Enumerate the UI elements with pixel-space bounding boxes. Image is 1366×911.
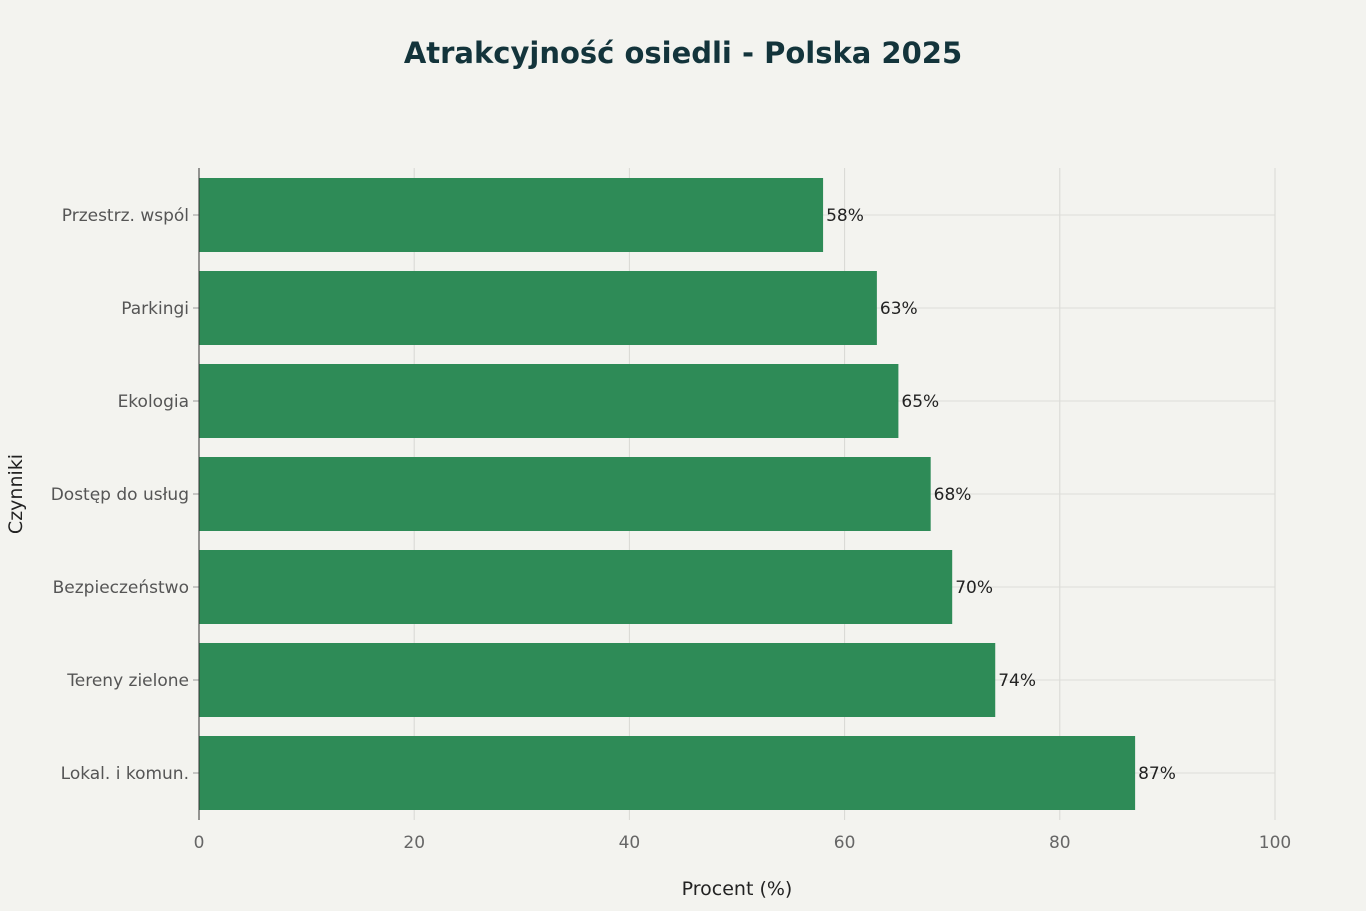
data-label: 74% bbox=[998, 671, 1036, 691]
y-tick-label: Parkingi bbox=[121, 299, 189, 319]
x-tick-label: 60 bbox=[834, 833, 856, 853]
data-label: 58% bbox=[826, 206, 864, 226]
y-tick-label: Lokal. i komun. bbox=[61, 764, 189, 784]
bar bbox=[199, 550, 953, 624]
data-label: 87% bbox=[1138, 764, 1176, 784]
bar bbox=[199, 457, 931, 531]
y-tick-label: Dostęp do usług bbox=[51, 485, 189, 505]
x-tick-label: 100 bbox=[1259, 833, 1291, 853]
x-tick-label: 0 bbox=[194, 833, 205, 853]
y-tick-label: Ekologia bbox=[118, 392, 189, 412]
data-label: 63% bbox=[880, 299, 918, 319]
x-tick-label: 80 bbox=[1049, 833, 1071, 853]
chart-title: Atrakcyjność osiedli - Polska 2025 bbox=[403, 36, 963, 70]
bar bbox=[199, 271, 877, 345]
data-label: 65% bbox=[901, 392, 939, 412]
bar bbox=[199, 178, 824, 252]
x-tick-label: 20 bbox=[403, 833, 425, 853]
bar bbox=[199, 736, 1136, 810]
x-tick-label: 40 bbox=[619, 833, 641, 853]
y-tick-label: Tereny zielone bbox=[66, 671, 189, 691]
data-label: 70% bbox=[955, 578, 993, 598]
y-tick-label: Bezpieczeństwo bbox=[53, 578, 189, 598]
y-tick-label: Przestrz. wspól bbox=[62, 206, 189, 226]
y-axis-title: Czynniki bbox=[5, 454, 27, 534]
data-label: 68% bbox=[934, 485, 972, 505]
bar bbox=[199, 364, 899, 438]
bar bbox=[199, 643, 996, 717]
x-axis-title: Procent (%) bbox=[682, 878, 793, 900]
